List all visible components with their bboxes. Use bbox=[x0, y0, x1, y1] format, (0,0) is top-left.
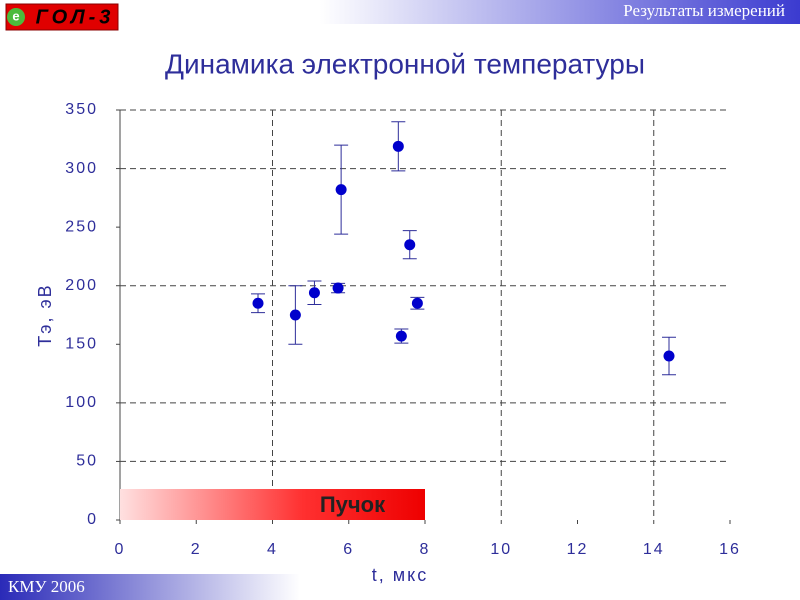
x-tick-label: 10 bbox=[490, 541, 512, 558]
logo-circle bbox=[7, 8, 25, 26]
y-tick-label: 150 bbox=[65, 336, 98, 353]
y-tick-label: 0 bbox=[87, 511, 98, 528]
logo-e: е bbox=[12, 8, 19, 23]
y-tick-label: 200 bbox=[65, 277, 98, 294]
beam-label: Пучок bbox=[320, 492, 386, 517]
data-point bbox=[404, 239, 416, 251]
y-tick-label: 250 bbox=[65, 218, 98, 235]
chart-title: Динамика электронной температуры bbox=[165, 48, 645, 79]
data-point bbox=[411, 297, 423, 309]
x-tick-label: 12 bbox=[567, 541, 589, 558]
x-tick-label: 2 bbox=[191, 541, 202, 558]
x-tick-label: 14 bbox=[643, 541, 665, 558]
x-axis-label: t, мкс bbox=[372, 565, 428, 585]
data-point bbox=[332, 282, 344, 294]
data-point bbox=[289, 309, 301, 321]
y-tick-label: 100 bbox=[65, 394, 98, 411]
data-point bbox=[663, 350, 675, 362]
data-point bbox=[395, 330, 407, 342]
footer-text: КМУ 2006 bbox=[8, 577, 85, 596]
data-point bbox=[392, 140, 404, 152]
x-tick-label: 8 bbox=[420, 541, 431, 558]
beam-band bbox=[120, 489, 425, 520]
section-title: Результаты измерений bbox=[623, 1, 785, 20]
header-band bbox=[320, 0, 800, 24]
data-point bbox=[308, 287, 320, 299]
x-tick-label: 6 bbox=[343, 541, 354, 558]
y-tick-label: 300 bbox=[65, 160, 98, 177]
logo-text: ГОЛ-3 bbox=[36, 6, 115, 28]
x-tick-label: 0 bbox=[115, 541, 126, 558]
y-axis-label: Tэ, эВ bbox=[35, 283, 55, 346]
x-tick-label: 16 bbox=[719, 541, 741, 558]
data-point bbox=[335, 184, 347, 196]
data-point bbox=[252, 297, 264, 309]
plot: 0 50 100 150 200 250 300 350 0 2 4 6 8 10 12 14 16 Пучок bbox=[65, 101, 741, 558]
y-tick-label: 50 bbox=[76, 453, 98, 470]
footer-band bbox=[0, 574, 300, 600]
x-tick-label: 4 bbox=[267, 541, 278, 558]
y-tick-label: 350 bbox=[65, 101, 98, 118]
